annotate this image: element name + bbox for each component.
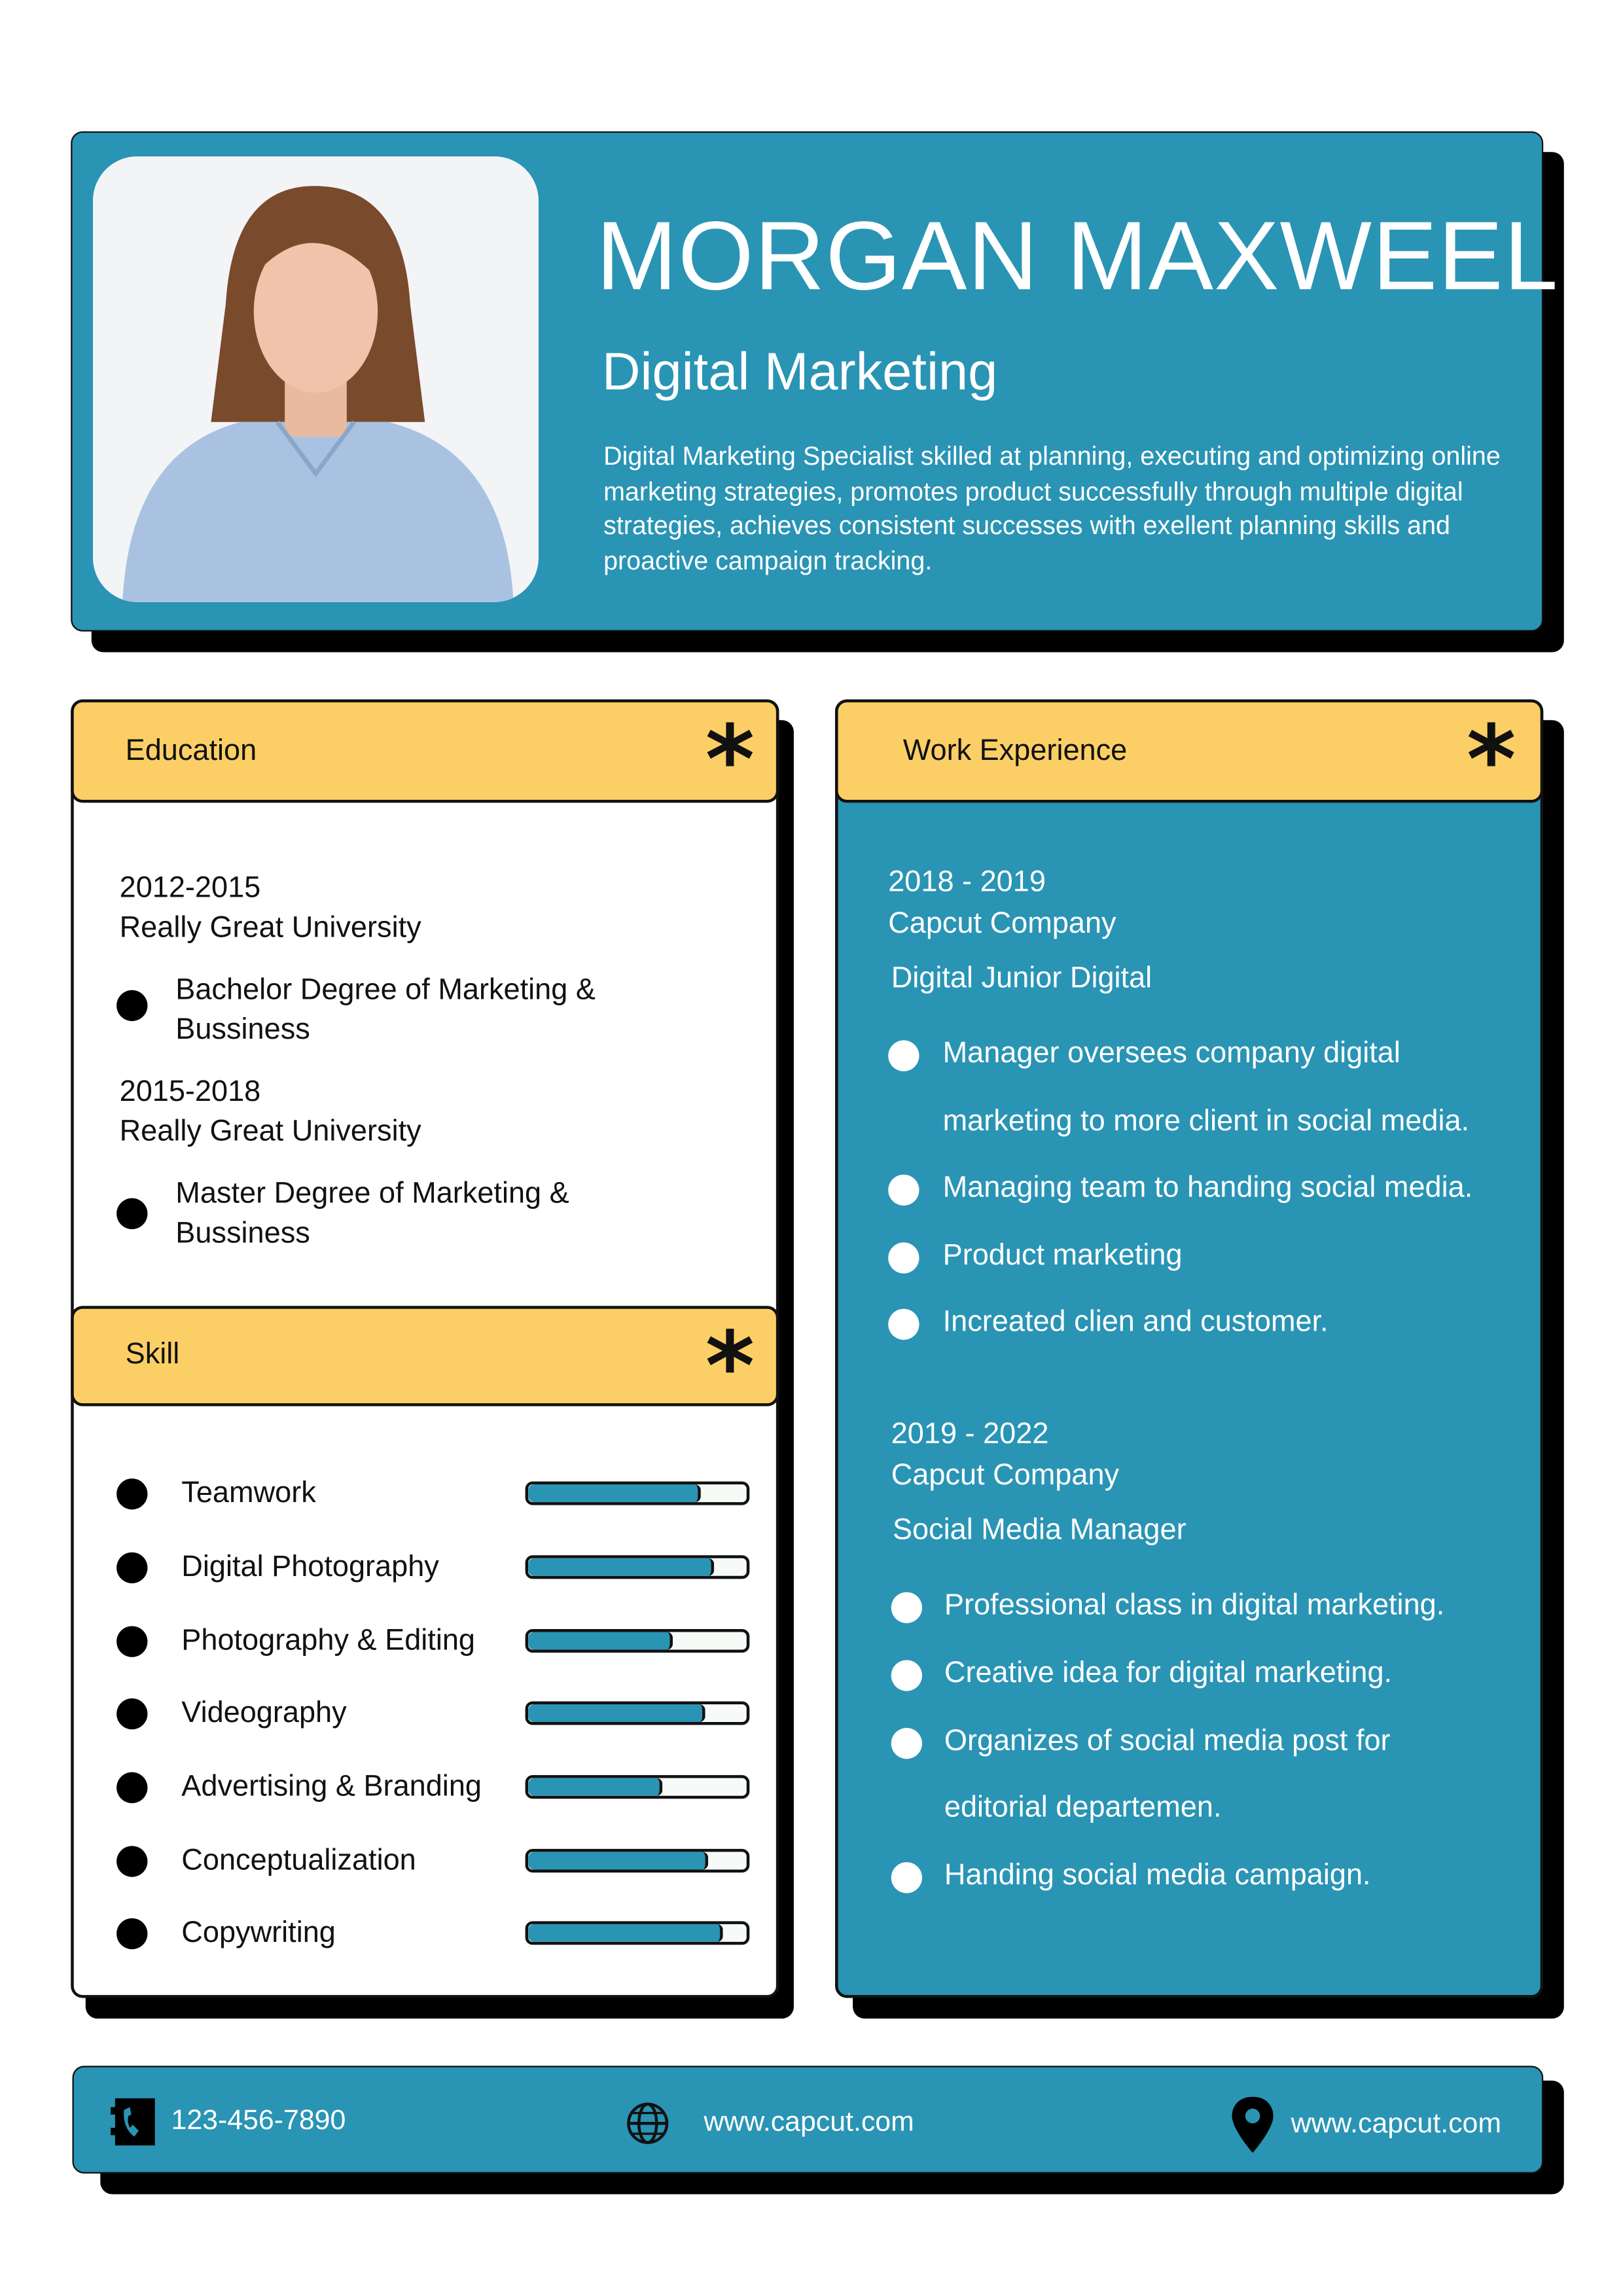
job-role: Digital Junior Digital <box>891 961 1152 995</box>
education-heading: Education <box>125 734 257 768</box>
bullet-icon <box>891 1660 923 1691</box>
skill-label: Advertising & Branding <box>181 1770 482 1803</box>
job-duty: marketing to more client in social media… <box>942 1105 1470 1138</box>
skill-heading: Skill <box>125 1338 180 1371</box>
job-role: Social Media Manager <box>892 1514 1186 1547</box>
bullet-icon <box>891 1592 923 1623</box>
job-duty: Creative idea for digital marketing. <box>944 1657 1393 1690</box>
skill-level-bar <box>525 1775 750 1799</box>
bullet-icon <box>888 1174 919 1206</box>
work-card <box>835 699 1544 1998</box>
skill-level-fill <box>528 1852 708 1870</box>
bullet-icon <box>116 1772 148 1803</box>
work-heading: Work Experience <box>902 734 1128 768</box>
education-degree: Master Degree of Marketing & <box>175 1177 569 1210</box>
job-company: Capcut Company <box>888 907 1116 941</box>
skill-label: Teamwork <box>181 1477 316 1510</box>
skill-level-fill <box>528 1778 662 1796</box>
skill-label: Digital Photography <box>181 1551 439 1584</box>
skill-level-bar <box>525 1555 750 1579</box>
asterisk-icon: * <box>1466 706 1516 816</box>
education-degree-cont: Bussiness <box>175 1217 310 1250</box>
map-pin-icon <box>1232 2096 1274 2153</box>
bullet-icon <box>116 1552 148 1584</box>
bullet-icon <box>116 1698 148 1730</box>
education-years: 2015-2018 <box>119 1075 261 1109</box>
job-duty: editorial departemen. <box>944 1791 1222 1824</box>
bullet-icon <box>116 1479 148 1510</box>
bullet-icon <box>116 1198 148 1229</box>
phone-number: 123-456-7890 <box>171 2106 346 2137</box>
education-school: Really Great University <box>119 912 421 944</box>
bullet-icon <box>888 1242 919 1274</box>
skill-level-bar <box>525 1481 750 1505</box>
bullet-icon <box>116 1626 148 1657</box>
asterisk-icon: * <box>705 1313 755 1423</box>
job-years: 2018 - 2019 <box>888 866 1046 899</box>
work-header: Work Experience * <box>835 699 1544 808</box>
skill-level-fill <box>528 1558 715 1576</box>
candidate-name: MORGAN MAXWEEL <box>596 200 1559 310</box>
footer-card: 123-456-7890 www.capcut.com www.capcut.c… <box>72 2066 1544 2174</box>
job-duty: Increated clien and customer. <box>942 1306 1329 1338</box>
job-title: Digital Marketing <box>601 340 998 402</box>
job-duty: Managing team to handing social media. <box>942 1172 1473 1204</box>
profile-photo <box>93 156 539 602</box>
skill-label: Videography <box>181 1696 347 1730</box>
skill-level-fill <box>528 1484 702 1503</box>
portrait-image <box>93 156 539 602</box>
bullet-icon <box>888 1308 919 1340</box>
job-duty: Product marketing <box>942 1239 1183 1272</box>
skill-label: Photography & Editing <box>181 1624 476 1657</box>
asterisk-icon: * <box>705 706 755 816</box>
website-link[interactable]: www.capcut.com <box>704 2107 914 2138</box>
job-company: Capcut Company <box>891 1459 1120 1492</box>
phone-book-icon <box>111 2098 155 2146</box>
skill-level-bar <box>525 1628 750 1653</box>
bullet-icon <box>116 1846 148 1877</box>
education-degree: Bachelor Degree of Marketing & <box>175 973 596 1007</box>
job-duty: Professional class in digital marketing. <box>944 1589 1445 1622</box>
skill-label: Copywriting <box>181 1916 336 1950</box>
bullet-icon <box>116 1918 148 1950</box>
job-duty: Handing social media campaign. <box>944 1859 1371 1892</box>
skill-level-fill <box>528 1632 673 1650</box>
education-header: Education * <box>71 699 779 808</box>
job-years: 2019 - 2022 <box>891 1418 1049 1451</box>
skill-level-fill <box>528 1704 706 1723</box>
job-duty: Organizes of social media post for <box>944 1725 1391 1758</box>
header-card: MORGAN MAXWEEL Digital Marketing Digital… <box>71 131 1558 632</box>
bullet-icon <box>116 990 148 1022</box>
education-degree-cont: Bussiness <box>175 1013 310 1047</box>
education-school: Really Great University <box>119 1115 421 1149</box>
skill-level-bar <box>525 1701 750 1725</box>
skill-level-fill <box>528 1924 722 1942</box>
job-duty: Manager oversees company digital <box>942 1037 1400 1070</box>
summary: Digital Marketing Specialist skilled at … <box>603 441 1501 575</box>
skill-level-bar <box>525 1848 750 1873</box>
bullet-icon <box>891 1728 923 1759</box>
skill-label: Conceptualization <box>181 1844 416 1877</box>
bullet-icon <box>888 1040 919 1071</box>
skill-level-bar <box>525 1921 750 1945</box>
bullet-icon <box>891 1862 923 1893</box>
location-link[interactable]: www.capcut.com <box>1291 2108 1502 2140</box>
globe-icon <box>627 2102 669 2144</box>
skill-header: Skill * <box>71 1306 779 1415</box>
education-years: 2012-2015 <box>119 872 261 905</box>
